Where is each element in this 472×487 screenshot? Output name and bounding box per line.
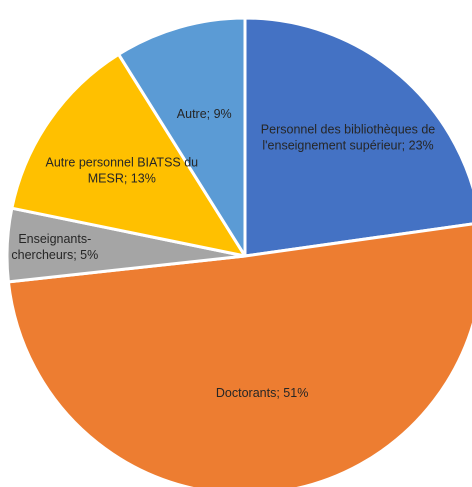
pie-slice-label-4: Autre personnel BIATSS du MESR; 13%: [45, 156, 198, 186]
pie-slice-label-line: Enseignants-: [18, 232, 91, 246]
pie-slice-label-line: Personnel des bibliothèques de: [261, 122, 435, 136]
pie-slice-label-line: Autre; 9%: [177, 107, 232, 121]
pie-slice-2: [6, 222, 472, 487]
pie-labels: Personnel des bibliothèques de l'enseigne…: [11, 107, 435, 400]
pie-slice-label-line: Autre personnel BIATSS du: [45, 156, 198, 170]
pie-slice-4: [10, 52, 247, 258]
pie-slice-label-line: chercheurs; 5%: [11, 248, 98, 262]
pie-slice-5: [117, 16, 247, 258]
pie-slice-label-1: Personnel des bibliothèques de l'enseigne…: [261, 122, 435, 152]
pie-slice-label-line: l'enseignement supérieur; 23%: [262, 138, 433, 152]
pie-slice-label-2: Doctorants; 51%: [216, 386, 308, 400]
pie-slice-1: [243, 16, 472, 258]
pie-slice-label-line: Doctorants; 51%: [216, 386, 308, 400]
pie-slice-label-5: Autre; 9%: [177, 107, 232, 121]
pie-slices: [5, 16, 472, 487]
pie-slice-label-3: Enseignants-chercheurs; 5%: [11, 232, 98, 262]
pie-slice-label-line: MESR; 13%: [88, 172, 156, 186]
